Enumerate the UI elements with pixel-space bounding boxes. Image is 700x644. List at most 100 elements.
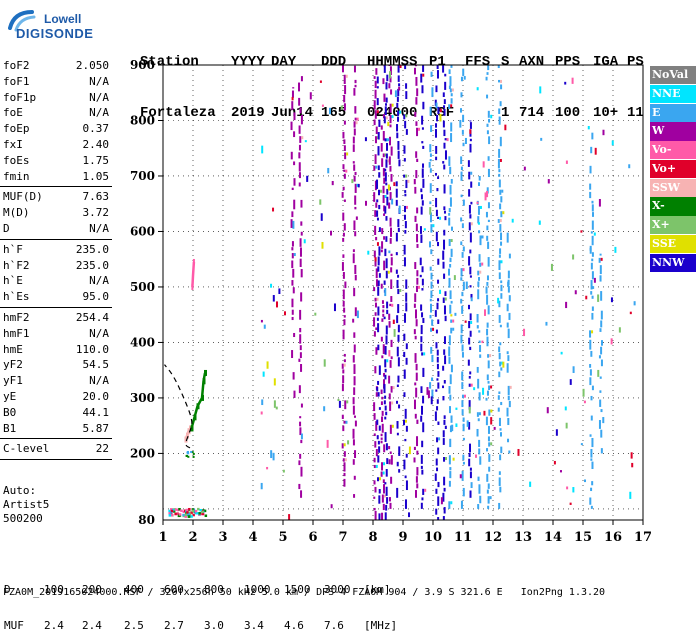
echo-mark — [385, 335, 388, 345]
echo-mark — [444, 425, 447, 429]
legend-item-ssw: SSW — [650, 178, 696, 197]
echo-mark — [261, 145, 264, 154]
echo-mark — [469, 214, 472, 219]
echo-mark — [300, 231, 303, 236]
echo-mark — [427, 390, 430, 399]
echo-mark — [293, 390, 296, 398]
echo-mark — [373, 76, 376, 79]
echo-mark — [404, 408, 407, 419]
echo-mark — [342, 212, 345, 221]
echo-mark — [476, 201, 479, 205]
echo-mark — [299, 247, 302, 257]
echo-mark — [422, 163, 425, 168]
echo-mark — [300, 364, 303, 372]
echo-mark — [373, 433, 376, 437]
echo-mark — [470, 482, 473, 489]
echo-mark — [484, 192, 487, 201]
echo-mark — [448, 501, 451, 509]
param-name: foEs — [3, 153, 30, 167]
echo-mark — [437, 106, 440, 114]
echo-mark — [396, 132, 399, 139]
echo-mark — [443, 105, 446, 109]
echo-mark — [384, 248, 387, 257]
echo-mark — [460, 156, 463, 164]
echo-mark — [476, 428, 479, 437]
d-value: 200 — [82, 583, 102, 596]
echo-mark — [382, 503, 385, 511]
echo-mark — [443, 229, 446, 236]
echo-mark — [449, 438, 452, 448]
echo-mark — [478, 439, 481, 447]
echo-mark — [486, 130, 489, 135]
echo-mark — [306, 175, 309, 182]
echo-mark — [499, 101, 502, 107]
echo-mark — [413, 303, 416, 308]
auto-version: 500200 — [3, 512, 43, 525]
echo-mark — [353, 220, 356, 231]
echo-mark — [300, 490, 303, 498]
echo-mark — [444, 355, 447, 365]
echo-mark — [390, 386, 393, 393]
echo-mark — [396, 384, 399, 387]
echo-mark — [383, 213, 386, 216]
echo-mark — [589, 434, 592, 437]
echo-mark — [414, 309, 417, 319]
echo-mark — [436, 65, 439, 70]
echo-mark — [373, 507, 376, 511]
echo-mark — [477, 378, 480, 389]
echo-mark — [397, 88, 400, 97]
echo-mark — [377, 146, 380, 156]
echo-mark — [479, 354, 482, 358]
echo-mark — [381, 410, 384, 416]
echo-mark — [338, 400, 341, 408]
echo-mark — [399, 288, 402, 292]
echo-mark — [446, 138, 449, 142]
echo-mark — [389, 66, 392, 76]
echo-mark — [342, 329, 345, 340]
echo-mark — [191, 509, 194, 513]
echo-mark — [344, 281, 347, 289]
echo-mark — [342, 237, 345, 242]
echo-mark — [590, 487, 593, 492]
echo-mark — [487, 354, 490, 358]
echo-mark — [462, 68, 465, 76]
echo-mark — [450, 314, 453, 317]
echo-mark — [589, 165, 592, 174]
echo-mark — [293, 161, 296, 166]
echo-mark — [388, 321, 391, 328]
echo-mark — [476, 87, 479, 91]
echo-mark — [420, 188, 423, 193]
echo-mark — [376, 76, 379, 84]
echo-mark — [426, 387, 429, 395]
echo-mark — [187, 455, 190, 458]
lowell-digisonde-logo: Lowell DIGISONDE — [6, 6, 126, 46]
echo-mark — [275, 406, 278, 410]
echo-mark — [450, 178, 453, 184]
echo-mark — [403, 392, 406, 398]
echo-mark — [191, 508, 195, 511]
echo-mark — [377, 266, 380, 272]
echo-mark — [437, 517, 440, 520]
echo-mark — [499, 486, 502, 493]
echo-mark — [507, 417, 510, 426]
echo-mark — [291, 90, 294, 98]
echo-mark — [272, 295, 275, 302]
echo-mark — [383, 384, 386, 394]
echo-mark — [384, 374, 387, 380]
echo-mark — [497, 219, 500, 223]
echo-mark — [467, 359, 470, 366]
echo-mark — [380, 249, 383, 253]
echo-mark — [459, 474, 462, 479]
param-value: N/A — [89, 374, 109, 388]
header-row2-1: 2019 — [231, 105, 265, 121]
echo-mark — [300, 221, 303, 226]
echo-mark — [354, 171, 357, 176]
echo-mark — [387, 138, 390, 141]
echo-mark — [354, 450, 357, 459]
echo-mark — [442, 92, 445, 97]
echo-mark — [374, 302, 377, 308]
legend-item-vo: Vo- — [650, 141, 696, 160]
echo-mark — [421, 266, 424, 273]
echo-mark — [353, 128, 356, 136]
echo-mark — [448, 480, 451, 487]
